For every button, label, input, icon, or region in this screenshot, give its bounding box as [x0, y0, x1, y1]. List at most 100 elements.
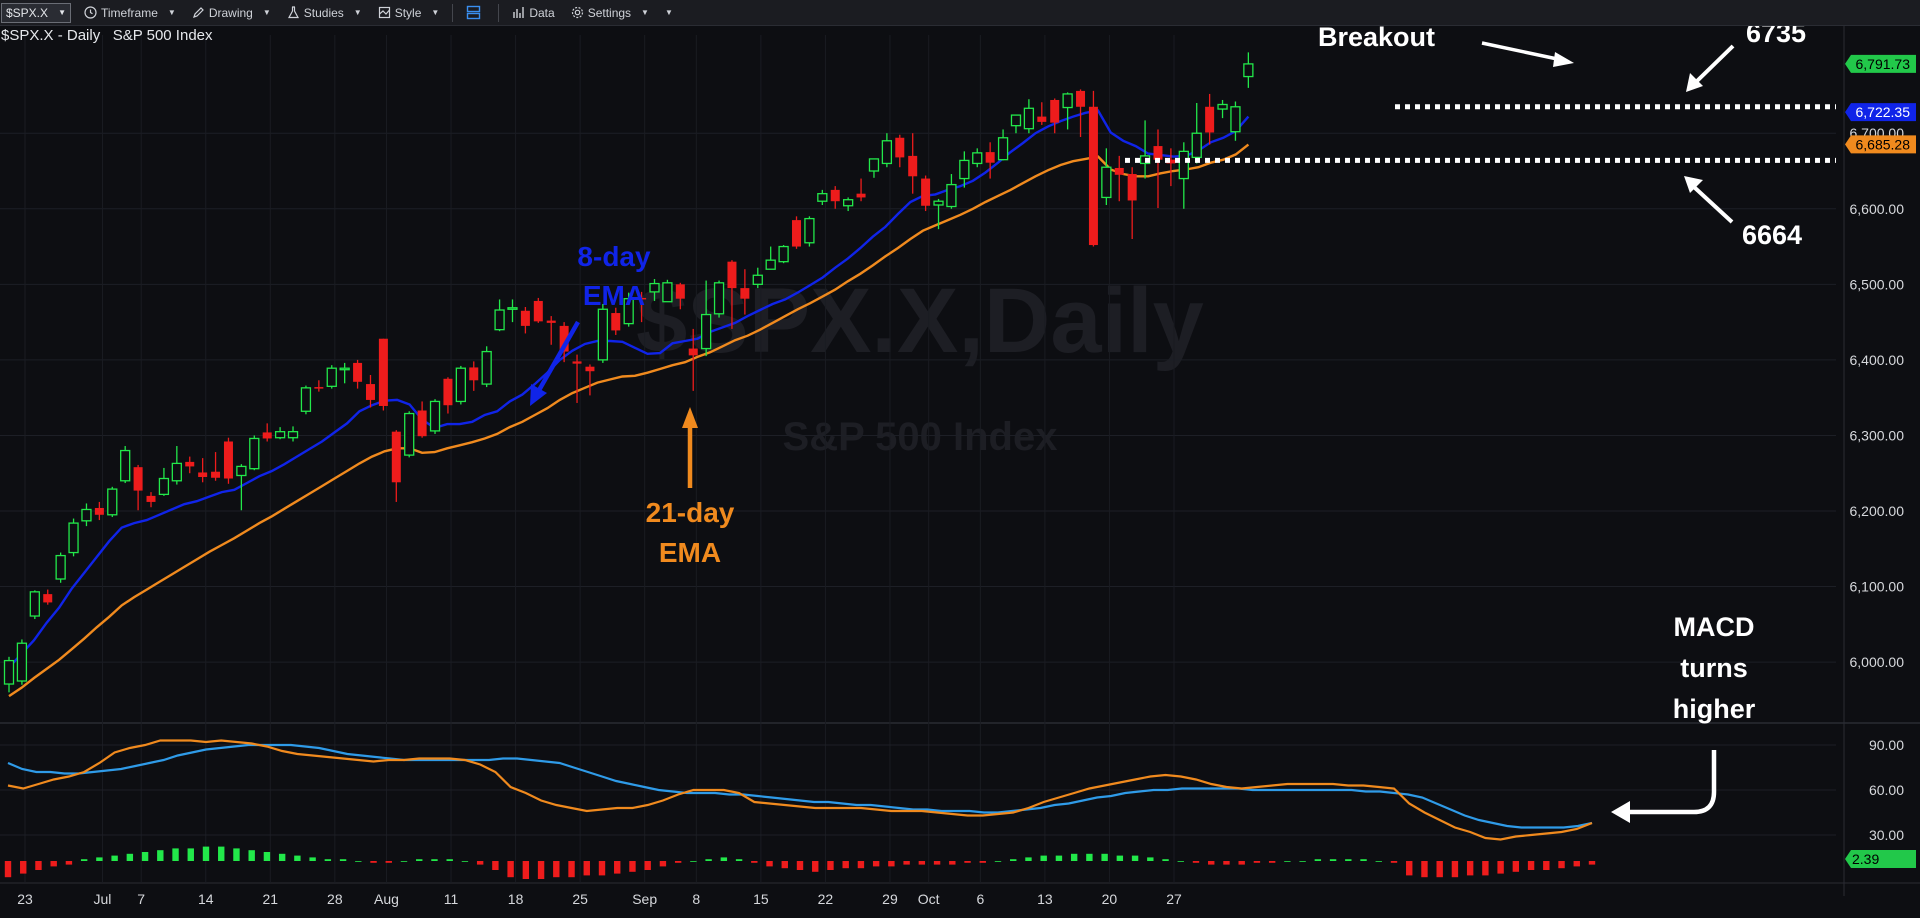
candle-body — [792, 220, 802, 247]
macd-histogram-bar — [1543, 861, 1550, 870]
candle-body — [507, 307, 518, 310]
candle — [546, 316, 556, 345]
macd-histogram-bar — [1253, 861, 1261, 863]
macd-histogram-bar — [1055, 855, 1063, 861]
candle — [81, 503, 92, 527]
macd-histogram-bar — [126, 853, 134, 861]
price-badge: 6,722.35 — [1845, 103, 1916, 122]
candle-body — [700, 313, 712, 350]
candle-body — [133, 467, 143, 491]
candle-body — [933, 200, 944, 206]
settings-menu[interactable]: Settings ▼ — [568, 2, 652, 24]
macd-histogram-bar — [1466, 861, 1474, 876]
macd-histogram-bar — [827, 861, 834, 870]
macd-histogram-bar — [781, 861, 788, 869]
macd-histogram-bar — [1223, 861, 1230, 865]
candle — [274, 427, 286, 440]
toolbar: $SPX.X ▼ Timeframe ▼ Drawing ▼ Studies ▼… — [0, 0, 1920, 26]
macd-histogram-bar — [1238, 861, 1245, 865]
signal-line — [7, 739, 1593, 841]
macd-histogram-bar — [644, 861, 651, 870]
candle-body — [68, 522, 79, 554]
chevron-down-icon: ▼ — [58, 8, 66, 17]
candle-body — [546, 320, 556, 323]
macd-label-line3: higher — [1673, 694, 1756, 724]
macd-histogram-bar — [1010, 859, 1017, 861]
macd-histogram-bar — [1512, 861, 1520, 872]
candle-body — [314, 387, 324, 389]
candle — [1205, 93, 1215, 145]
candle — [908, 133, 918, 194]
style-menu[interactable]: Style ▼ — [375, 2, 443, 24]
candle-body — [404, 412, 415, 456]
data-menu[interactable]: Data — [509, 2, 557, 24]
level-lower-label: 6664 — [1742, 220, 1802, 250]
candle-body — [481, 350, 492, 385]
candle — [249, 435, 260, 471]
candle-body — [520, 310, 530, 326]
caret-down-icon: ▼ — [167, 8, 176, 17]
macd-histogram-bar — [20, 861, 27, 874]
drawing-menu[interactable]: Drawing ▼ — [189, 2, 274, 24]
candle — [1101, 148, 1112, 205]
macd-histogram-bar — [1573, 861, 1580, 867]
ema8-arrowhead — [530, 384, 547, 406]
layout-button[interactable] — [463, 2, 488, 24]
macd-histogram-bar — [842, 861, 849, 869]
toolbar-divider — [452, 3, 454, 22]
candle — [107, 486, 118, 518]
candle-body — [287, 431, 299, 439]
symbol-selector[interactable]: $SPX.X ▼ — [1, 2, 71, 23]
candle-body — [675, 284, 685, 299]
candle-body — [804, 217, 815, 244]
date-tick-label: 18 — [508, 891, 524, 907]
candle — [287, 426, 299, 442]
candle — [843, 197, 854, 212]
clock-icon — [84, 6, 97, 19]
macd-histogram-bar — [294, 855, 301, 861]
macd-histogram-bar — [370, 861, 377, 863]
date-axis[interactable]: 23 Jul 7 14 21 28 Aug 11 18 25 Sep 8 15 22 29 Oct 6 13 20 2… — [17, 891, 1182, 907]
macd-histogram-bar — [1284, 861, 1291, 862]
macd-histogram-bar — [400, 861, 408, 862]
candle-body — [921, 178, 931, 206]
candle-body — [713, 282, 725, 315]
timeframe-menu[interactable]: Timeframe ▼ — [81, 2, 179, 24]
macd-histogram-bar — [522, 861, 530, 879]
price-axis[interactable]: 6,000.00 6,100.00 6,200.00 6,300.00 6,400.00… — [1843, 26, 1916, 896]
candle — [662, 279, 673, 303]
grid — [0, 35, 1920, 884]
candle-body — [1178, 150, 1189, 180]
candle — [700, 280, 712, 357]
candle — [1023, 99, 1035, 134]
candle-body — [274, 431, 286, 439]
price-badge-label: 6,722.35 — [1856, 104, 1911, 120]
macd-histogram-bar — [1345, 859, 1352, 861]
macd-histogram-bar — [705, 859, 712, 861]
candle-body — [211, 471, 221, 478]
level-upper-arrow — [1694, 44, 1735, 84]
candle-body — [895, 137, 905, 158]
candle — [778, 245, 789, 264]
more-menu[interactable]: ▼ — [662, 2, 676, 24]
candle — [469, 361, 479, 391]
candle-body — [16, 642, 28, 682]
candle — [611, 307, 621, 335]
macd-arrow — [1628, 750, 1717, 815]
candle-body — [378, 338, 388, 406]
price-tick-label: 6,000.00 — [1850, 654, 1905, 670]
studies-menu[interactable]: Studies ▼ — [284, 2, 365, 24]
macd-histogram-bar — [918, 861, 926, 865]
candle-body — [417, 410, 427, 437]
candle-body — [778, 245, 789, 263]
candle-body — [1243, 63, 1254, 78]
macd-histogram-bar — [446, 859, 453, 861]
candle-body — [429, 400, 441, 432]
drawing-label: Drawing — [208, 5, 253, 20]
macd-histogram-bar — [583, 861, 590, 876]
macd-histogram-bar — [1451, 861, 1459, 878]
date-tick-label: Oct — [918, 891, 940, 907]
candle — [507, 299, 518, 323]
breakout-arrowhead — [1553, 52, 1574, 67]
